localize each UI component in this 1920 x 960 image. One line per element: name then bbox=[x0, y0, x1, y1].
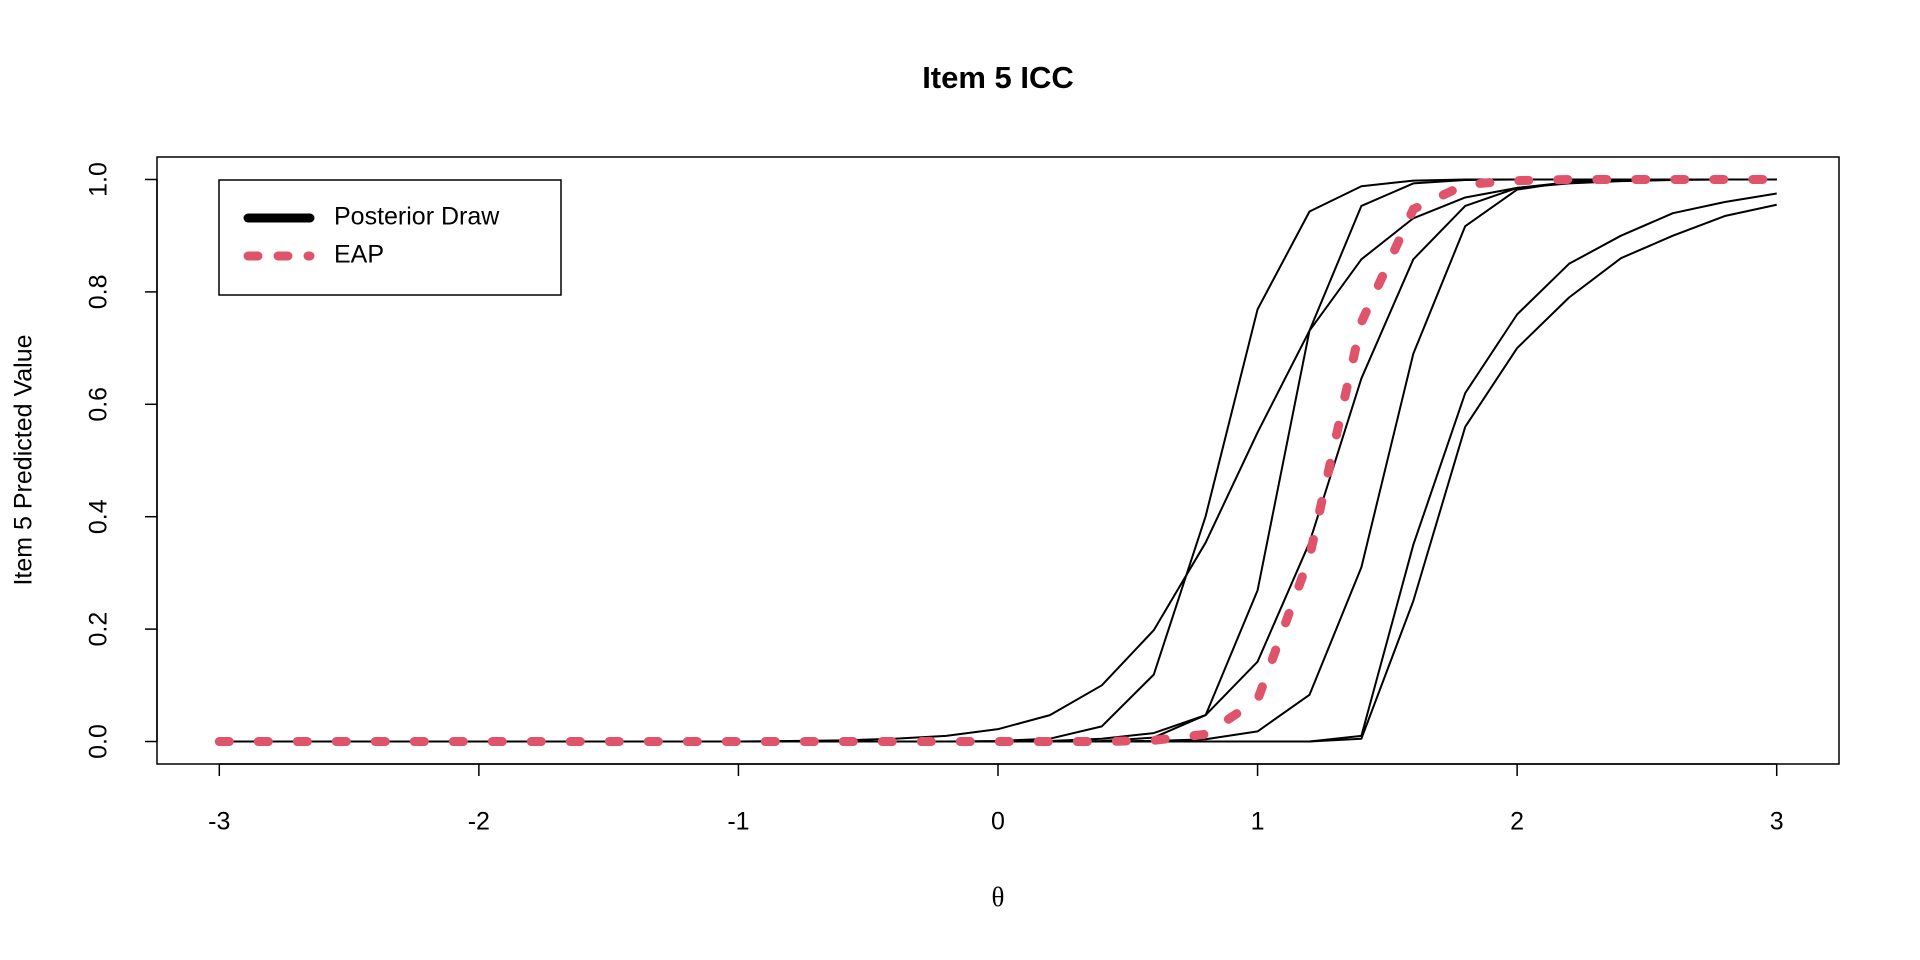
x-tick-label: 0 bbox=[991, 808, 1005, 836]
legend-label: EAP bbox=[334, 241, 384, 269]
eap-line bbox=[214, 174, 1782, 747]
y-axis-label: Item 5 Predicted Value bbox=[10, 334, 38, 585]
chart-title: Item 5 ICC bbox=[922, 60, 1074, 95]
y-tick-label: 0.6 bbox=[85, 387, 113, 422]
y-tick-label: 0.4 bbox=[85, 499, 113, 534]
x-tick-label: 1 bbox=[1251, 808, 1265, 836]
y-tick-label: 0.8 bbox=[85, 275, 113, 310]
x-tick-label: 3 bbox=[1770, 808, 1784, 836]
legend-frame bbox=[218, 179, 562, 296]
x-axis-label: θ bbox=[992, 882, 1005, 912]
y-tick-label: 0.2 bbox=[85, 612, 113, 647]
legend-label: Posterior Draw bbox=[334, 203, 500, 231]
plot-area bbox=[214, 174, 1782, 747]
x-tick-label: -2 bbox=[468, 808, 490, 836]
x-tick-label: -3 bbox=[208, 808, 230, 836]
y-tick-label: 0.0 bbox=[85, 724, 113, 759]
x-tick-label: 2 bbox=[1510, 808, 1524, 836]
y-tick-label: 1.0 bbox=[85, 162, 113, 197]
x-tick-label: -1 bbox=[727, 808, 749, 836]
